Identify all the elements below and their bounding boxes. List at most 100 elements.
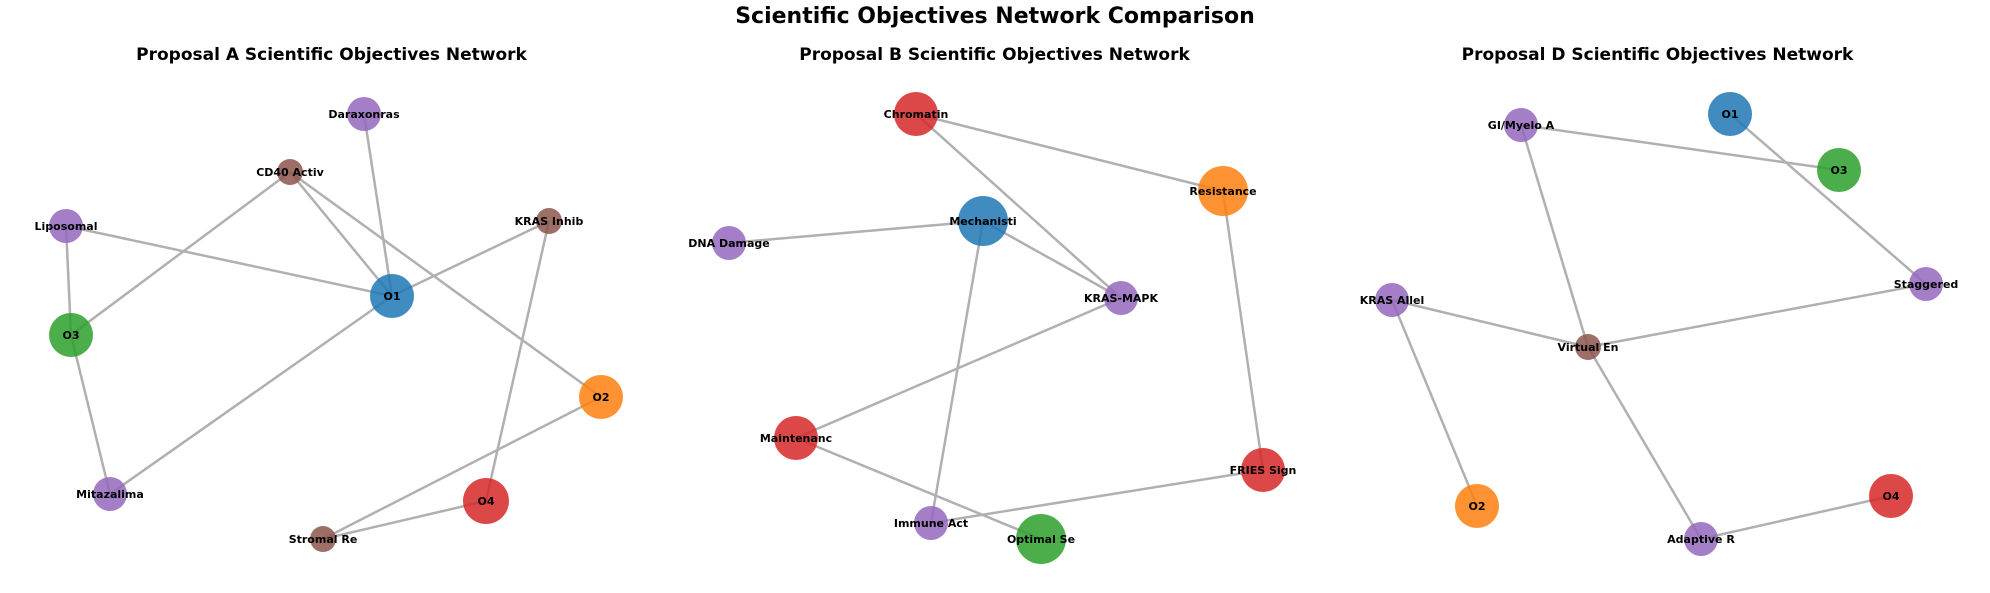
edge bbox=[1700, 494, 1892, 541]
node-circle bbox=[310, 526, 336, 552]
node-label: Optimal Se bbox=[1007, 533, 1075, 546]
node-circle bbox=[370, 274, 414, 318]
node-circle bbox=[49, 209, 83, 243]
edge bbox=[1520, 123, 1840, 172]
network-graph: Daraxonras CD40 Activ Liposomal KRAS Inhib O… bbox=[35, 97, 623, 552]
node-circle bbox=[1708, 92, 1752, 136]
edge bbox=[391, 219, 550, 298]
panel-title: Proposal B Scientific Objectives Network bbox=[799, 45, 1190, 65]
node-circle bbox=[1241, 448, 1285, 492]
node-label: O1 bbox=[1721, 108, 1738, 121]
node-label: O4 bbox=[1882, 490, 1899, 503]
edge bbox=[930, 468, 1264, 525]
edge bbox=[322, 395, 602, 541]
panel-proposal-a: Proposal A Scientific Objectives Network… bbox=[0, 0, 663, 593]
nodes: O1 GI/Myelo A O3 Staggered KRAS Allel Virtual… bbox=[1360, 92, 1959, 556]
node-circle bbox=[1016, 514, 1066, 564]
node-label: Maintenanc bbox=[760, 432, 832, 445]
nodes: Chromatin Resistance DNA Damage Mechanisti K… bbox=[688, 92, 1296, 564]
edge bbox=[69, 334, 112, 495]
edge bbox=[362, 113, 394, 297]
edge bbox=[289, 171, 393, 297]
node-label: O3 bbox=[1830, 164, 1847, 177]
node-label: KRAS-MAPK bbox=[1084, 292, 1159, 305]
edge bbox=[65, 224, 393, 298]
node-label: O3 bbox=[62, 329, 79, 342]
edge bbox=[1221, 190, 1265, 471]
node-circle bbox=[93, 477, 127, 511]
node-label: O2 bbox=[592, 391, 609, 404]
node-circle bbox=[1504, 108, 1538, 142]
panel-proposal-d: Proposal D Scientific Objectives Network… bbox=[1326, 0, 1989, 593]
edge bbox=[484, 220, 551, 502]
edge bbox=[289, 170, 602, 399]
node-circle bbox=[1817, 148, 1861, 192]
edge bbox=[1390, 299, 1479, 507]
node-label: GI/Myelo A bbox=[1488, 119, 1555, 132]
node-circle bbox=[463, 478, 509, 524]
node-label: Stromal Re bbox=[289, 533, 358, 546]
node-circle bbox=[347, 97, 381, 131]
node-label: DNA Damage bbox=[688, 237, 769, 250]
network-graph: Chromatin Resistance DNA Damage Mechanisti K… bbox=[688, 92, 1296, 564]
node-label: O4 bbox=[477, 495, 494, 508]
edge bbox=[70, 170, 291, 337]
node-label: O2 bbox=[1468, 500, 1485, 513]
node-circle bbox=[1375, 283, 1409, 317]
panel-title: Proposal A Scientific Objectives Network bbox=[136, 45, 527, 65]
node-circle bbox=[536, 208, 562, 234]
edge bbox=[915, 112, 1224, 193]
edge bbox=[322, 499, 487, 541]
node-label: Daraxonras bbox=[328, 108, 400, 121]
panel-proposal-b: Proposal B Scientific Objectives Network… bbox=[663, 0, 1326, 593]
edges bbox=[1390, 113, 1927, 541]
node-circle bbox=[1684, 522, 1718, 556]
node-circle bbox=[1575, 334, 1601, 360]
node-label: Staggered bbox=[1894, 278, 1959, 291]
edges bbox=[728, 112, 1265, 541]
node-label: FRIES Sign bbox=[1230, 464, 1297, 477]
figure-title: Scientific Objectives Network Comparison bbox=[735, 4, 1255, 29]
edge bbox=[795, 296, 1122, 440]
edge bbox=[795, 436, 1042, 541]
nodes: Daraxonras CD40 Activ Liposomal KRAS Inhib O… bbox=[35, 97, 623, 552]
edge bbox=[1519, 124, 1590, 348]
edge bbox=[915, 113, 1122, 299]
edge bbox=[728, 219, 984, 245]
node-circle bbox=[894, 92, 938, 136]
node-circle bbox=[958, 196, 1008, 246]
node-label: Chromatin bbox=[884, 108, 949, 121]
node-label: KRAS Allel bbox=[1360, 294, 1425, 307]
node-circle bbox=[1909, 267, 1943, 301]
edge bbox=[1586, 346, 1703, 540]
node-circle bbox=[49, 313, 93, 357]
node-label: Adaptive R bbox=[1667, 533, 1735, 546]
node-circle bbox=[1198, 166, 1248, 216]
edge bbox=[1587, 282, 1927, 349]
node-label: KRAS Inhib bbox=[515, 215, 584, 228]
node-label: Virtual En bbox=[1558, 341, 1619, 354]
node-label: Mitazalima bbox=[76, 488, 144, 501]
node-circle bbox=[774, 416, 818, 460]
node-label: Liposomal bbox=[35, 220, 98, 233]
node-label: Mechanisti bbox=[949, 215, 1016, 228]
network-graph: O1 GI/Myelo A O3 Staggered KRAS Allel Virtual… bbox=[1360, 92, 1959, 556]
edge bbox=[982, 219, 1122, 300]
node-circle bbox=[1869, 474, 1913, 518]
edge bbox=[1729, 113, 1927, 285]
node-label: CD40 Activ bbox=[256, 166, 324, 179]
panel-title: Proposal D Scientific Objectives Network bbox=[1461, 45, 1854, 65]
node-circle bbox=[1455, 484, 1499, 528]
edge bbox=[109, 294, 393, 496]
edge bbox=[1391, 298, 1589, 349]
node-label: Immune Act bbox=[894, 517, 968, 530]
node-label: O1 bbox=[383, 290, 400, 303]
node-circle bbox=[914, 506, 948, 540]
node-circle bbox=[712, 226, 746, 260]
node-circle bbox=[579, 375, 623, 419]
node-circle bbox=[1104, 281, 1138, 315]
node-circle bbox=[277, 159, 303, 185]
node-label: Resistance bbox=[1189, 185, 1256, 198]
edge bbox=[929, 220, 985, 524]
edges bbox=[64, 113, 602, 541]
